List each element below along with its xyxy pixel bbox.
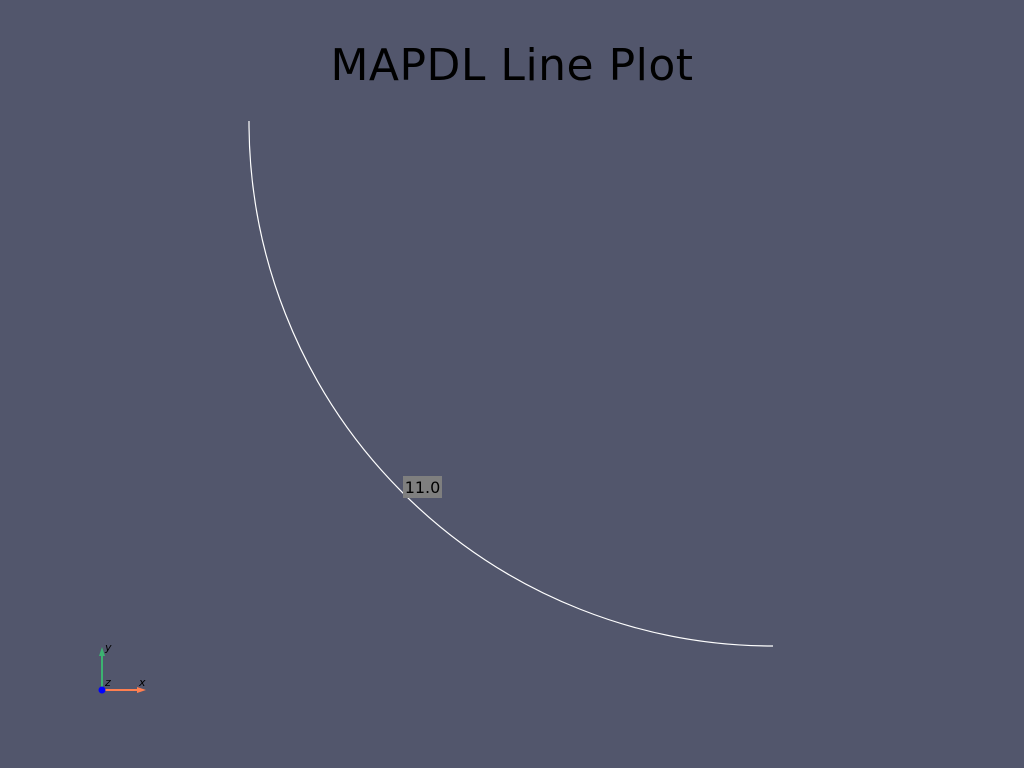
line-label-background xyxy=(403,476,442,498)
x-axis-label: x xyxy=(138,676,146,689)
y-axis-label: y xyxy=(104,641,112,654)
y-axis-arrowhead xyxy=(99,647,105,656)
orientation-axes-widget: y x z xyxy=(98,641,146,694)
line-label: 11.0 xyxy=(403,476,442,498)
x-axis-arrowhead xyxy=(137,687,146,693)
line-label-text: 11.0 xyxy=(405,478,441,497)
plot-title: MAPDL Line Plot xyxy=(330,40,694,91)
z-axis-dot xyxy=(98,686,106,694)
arc-line[interactable] xyxy=(248,120,774,647)
z-axis-label: z xyxy=(104,676,111,689)
